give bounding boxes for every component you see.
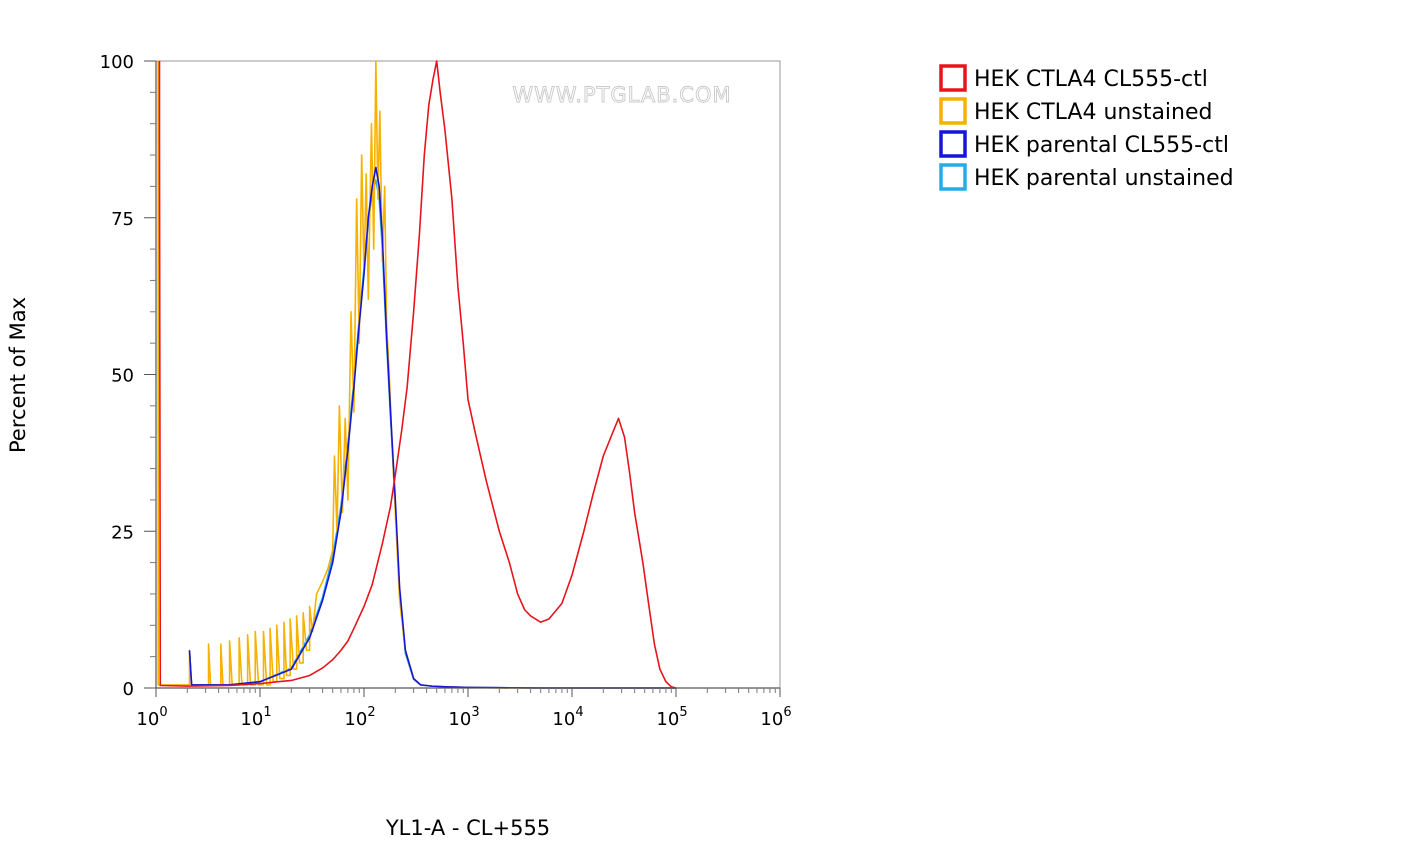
legend-swatch (939, 64, 967, 92)
legend-label: HEK parental unstained (974, 166, 1234, 191)
legend: HEK CTLA4 CL555-ctl HEK CTLA4 unstained HE… (939, 64, 1234, 191)
y-tick-label: 75 (111, 209, 134, 230)
series-layer (157, 60, 677, 689)
y-tick-label: 50 (111, 366, 134, 387)
x-tick-label: 104 (552, 705, 583, 730)
x-tick-label: 106 (760, 705, 791, 730)
legend-label: HEK parental CL555-ctl (974, 133, 1229, 158)
legend-swatch (939, 130, 967, 158)
y-axis-title: Percent of Max (6, 297, 30, 453)
x-tick-label: 105 (656, 705, 687, 730)
series-line-hek-parental-cl555-ctl (188, 166, 676, 689)
x-tick-label: 102 (344, 705, 375, 730)
legend-swatch (939, 163, 967, 191)
x-tick-label: 103 (448, 705, 479, 730)
x-tick-label: 101 (240, 705, 271, 730)
x-axis-title: YL1-A - CL+555 (385, 816, 550, 840)
legend-swatch (939, 97, 967, 125)
ticks-layer: 100 101 102 103 104 105 106 0 25 50 75 100 (100, 52, 792, 730)
plot-area (155, 60, 781, 689)
legend-label: HEK CTLA4 CL555-ctl (974, 67, 1208, 92)
legend-label: HEK CTLA4 unstained (974, 100, 1212, 125)
series-line-hek-ctla4-cl555-ctl (158, 60, 677, 689)
y-tick-label: 25 (111, 522, 134, 543)
watermark: WWW.PTGLAB.COM (512, 83, 731, 107)
x-tick-label: 100 (136, 705, 167, 730)
y-tick-label: 100 (100, 52, 134, 73)
y-tick-label: 0 (123, 679, 134, 700)
